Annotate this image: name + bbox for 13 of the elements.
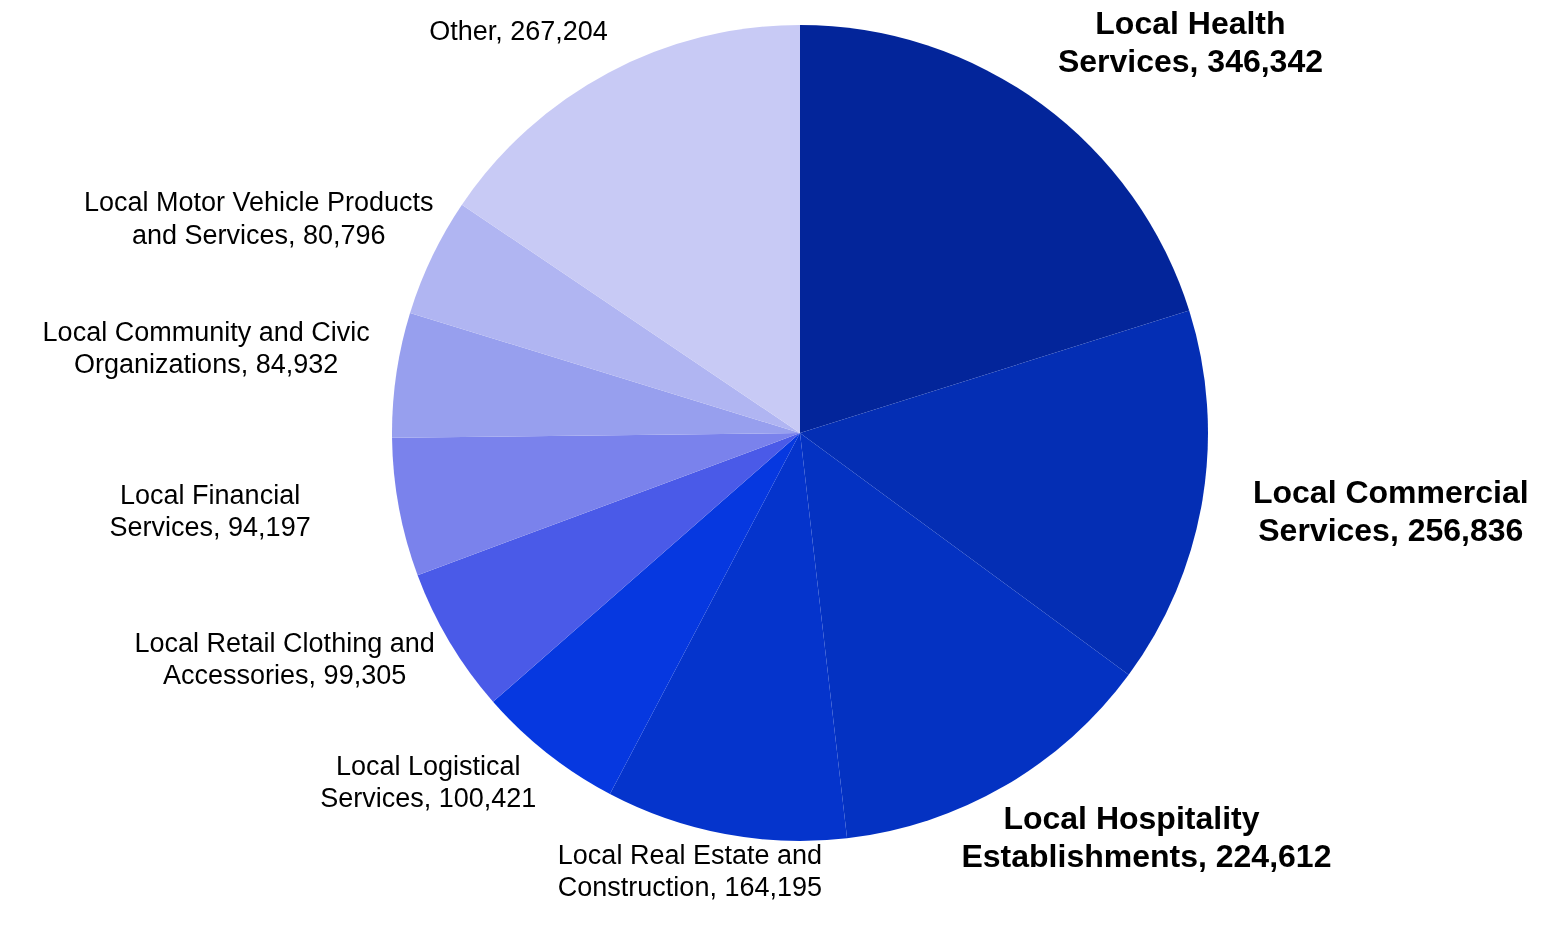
slice-label: Local Real Estate and Construction, 164,195 — [556, 838, 823, 904]
slice-label: Local Financial Services, 94,197 — [108, 478, 312, 544]
pie-slice — [392, 433, 800, 576]
slice-label: Local Logistical Services, 100,421 — [319, 749, 538, 815]
slice-label: Local Hospitality Establishments, 224,612 — [961, 798, 1332, 876]
slice-label: Local Motor Vehicle Products and Services, 80,796 — [82, 186, 435, 251]
slice-label: Local Community and Civic Organizations, 84,932 — [41, 316, 371, 381]
slice-label: Local Commercial Services, 256,836 — [1251, 472, 1530, 550]
slice-label: Local Retail Clothing and Accessories, 99,305 — [133, 627, 436, 692]
slice-label: Local Health Services, 346,342 — [1056, 4, 1324, 81]
slice-label: Other, 267,204 — [429, 15, 608, 48]
pie-slice — [392, 312, 800, 438]
pie-slice — [800, 310, 1208, 675]
